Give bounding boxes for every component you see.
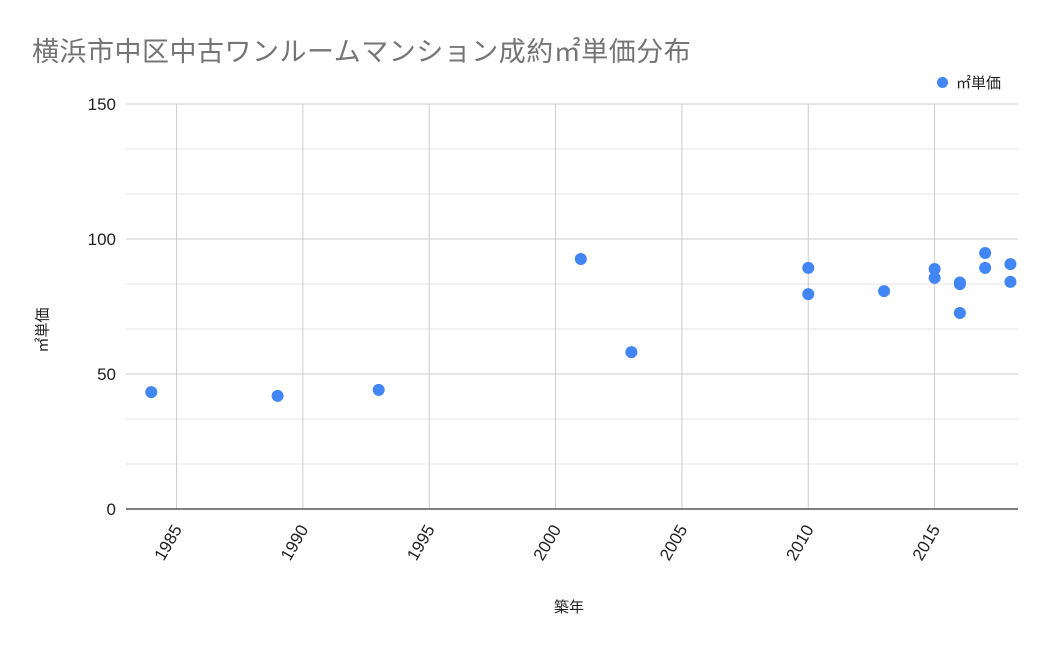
x-axis-title: 築年 <box>554 598 585 616</box>
x-tick-label: 2015 <box>909 522 944 564</box>
data-point[interactable] <box>1004 258 1017 271</box>
data-point[interactable] <box>145 386 158 399</box>
data-point[interactable] <box>979 247 992 260</box>
legend-label: ㎡単価 <box>956 74 1002 92</box>
data-point[interactable] <box>1004 275 1017 288</box>
x-tick-label: 2005 <box>656 522 691 564</box>
data-point[interactable] <box>928 262 941 275</box>
data-point[interactable] <box>802 288 815 301</box>
data-point[interactable] <box>574 252 587 265</box>
data-point[interactable] <box>979 261 992 274</box>
data-point[interactable] <box>878 285 891 298</box>
y-tick-label: 150 <box>88 95 116 114</box>
x-tick-label: 1985 <box>151 522 186 564</box>
y-tick-label: 0 <box>107 500 116 519</box>
y-axis-title: ㎡単価 <box>33 307 52 353</box>
data-point[interactable] <box>802 261 815 274</box>
data-point[interactable] <box>271 389 284 402</box>
y-tick-label: 50 <box>97 365 116 384</box>
data-point[interactable] <box>953 306 966 319</box>
legend: ㎡単価 <box>937 72 1001 93</box>
y-tick-label: 100 <box>88 230 116 249</box>
x-tick-label: 1990 <box>277 522 312 564</box>
data-point[interactable] <box>372 383 385 396</box>
x-tick-label: 1995 <box>403 522 438 564</box>
chart-title: 横浜市中区中古ワンルームマンション成約㎡単価分布 <box>32 37 692 68</box>
legend-marker-icon <box>937 77 948 88</box>
x-tick-label: 2010 <box>782 522 817 564</box>
data-point[interactable] <box>625 346 638 359</box>
data-point[interactable] <box>953 278 966 291</box>
data-point[interactable] <box>928 271 941 284</box>
x-tick-label: 2000 <box>530 522 565 564</box>
